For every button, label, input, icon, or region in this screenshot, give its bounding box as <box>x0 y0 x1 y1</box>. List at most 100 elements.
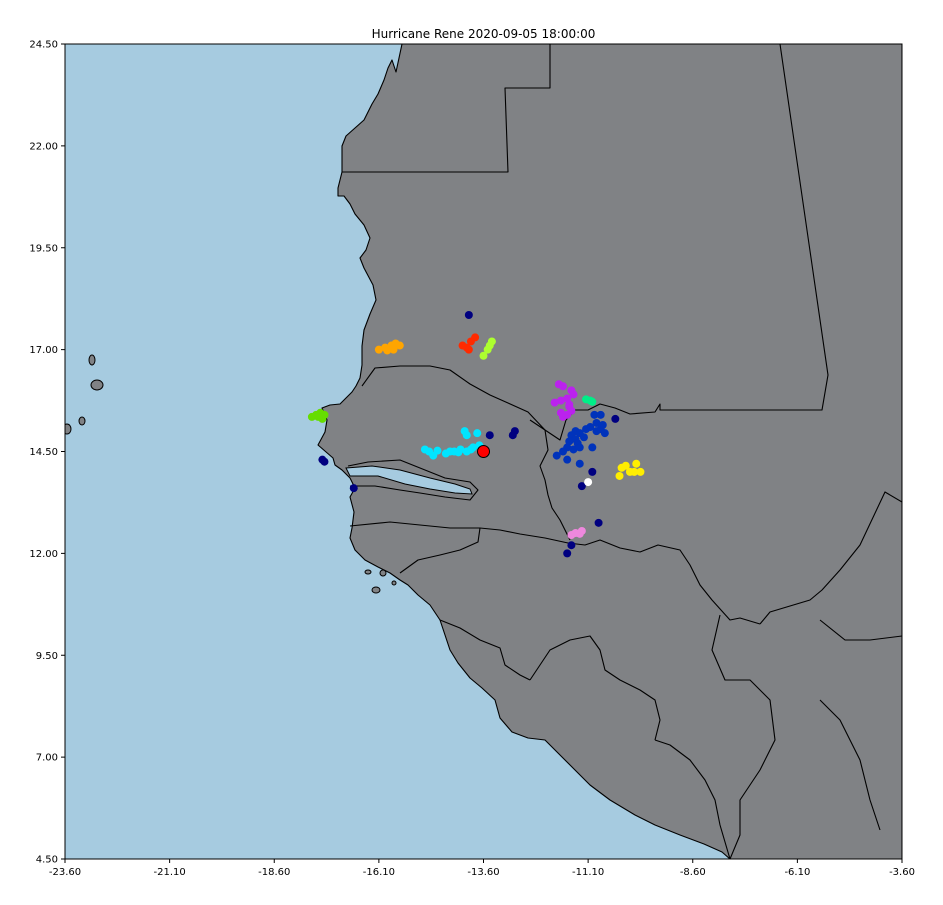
y-axis: 4.50 7.00 9.50 12.00 14.50 17.00 19.50 22.00 24.… <box>29 40 65 866</box>
cluster-10-point <box>615 471 624 480</box>
cluster-3-point <box>594 518 603 527</box>
cluster-10-point <box>632 459 641 468</box>
cluster-5-point <box>446 447 455 456</box>
x-tick-label: -3.60 <box>889 867 915 878</box>
island-sao-vicente <box>88 354 96 366</box>
y-tick-label: 9.50 <box>36 651 58 662</box>
cluster-5-point <box>429 451 438 460</box>
island-bissagos-4 <box>391 580 397 586</box>
cluster-5-point <box>473 429 482 438</box>
mainland <box>317 44 902 859</box>
cluster-10-point <box>630 467 639 476</box>
cluster-6-point <box>556 408 565 417</box>
y-tick-label: 12.00 <box>29 549 58 560</box>
border-guinea-liberia <box>529 635 661 741</box>
cluster-8-point <box>592 418 601 427</box>
cluster-3-point <box>349 484 358 493</box>
x-axis: -23.60 -21.10 -18.60 -16.10 -13.60 -11.10 -8.6… <box>49 859 915 878</box>
cluster-3-point <box>318 455 327 464</box>
island-bissagos-3 <box>364 569 372 575</box>
cluster-10-point <box>636 467 645 476</box>
gambia-river <box>345 465 473 495</box>
cluster-8-point <box>563 455 572 464</box>
chart-title: Hurricane Rene 2020-09-05 18:00:00 <box>371 27 596 41</box>
cluster-4-point <box>320 410 329 419</box>
border-senegal-mali <box>539 429 571 541</box>
y-tick-label: 4.50 <box>36 855 58 866</box>
cluster-0-point <box>374 345 383 354</box>
cluster-5-point <box>454 448 463 457</box>
y-tick-label: 22.00 <box>29 141 58 152</box>
cluster-1-point <box>466 337 475 346</box>
cluster-6-point <box>559 382 568 391</box>
cluster-7-point <box>582 395 591 404</box>
cluster-3-point <box>563 549 572 558</box>
cluster-11-point <box>575 529 584 538</box>
y-tick-label: 19.50 <box>29 243 58 254</box>
border-burkina-ghana <box>819 619 902 641</box>
cluster-3-point <box>588 467 597 476</box>
x-tick-label: -8.60 <box>680 867 706 878</box>
cluster-3-point <box>508 431 517 440</box>
cluster-5-point <box>466 445 475 454</box>
y-tick-label: 17.00 <box>29 345 58 356</box>
cluster-3-point <box>611 414 620 423</box>
cluster-8-point <box>592 427 601 436</box>
cluster-6-point <box>550 398 559 407</box>
cluster-6-point <box>569 390 578 399</box>
cluster-4-point <box>314 412 323 421</box>
cluster-8-point <box>552 451 561 460</box>
x-tick-label: -16.10 <box>363 867 395 878</box>
cluster-8-point <box>590 410 599 419</box>
cluster-6-point <box>565 400 574 409</box>
land-layer <box>65 44 902 859</box>
cluster-0-point <box>395 341 404 350</box>
x-tick-label: -21.10 <box>154 867 186 878</box>
cluster-3-point <box>567 541 576 550</box>
border-mauritania-mali-east <box>529 44 829 441</box>
cluster-0-point <box>383 346 392 355</box>
cluster-9-point <box>584 478 593 487</box>
cluster-6-point <box>556 396 565 405</box>
cluster-3-point <box>485 431 494 440</box>
x-tick-label: -23.60 <box>49 867 81 878</box>
island-boa-vista <box>65 423 72 435</box>
cluster-8-point <box>575 443 584 452</box>
y-tick-label: 24.50 <box>29 40 58 51</box>
island-bissagos-1 <box>371 586 381 594</box>
border-guinea-sierra-leone <box>439 619 531 681</box>
island-bissagos-2 <box>379 569 387 577</box>
cluster-8-point <box>575 459 584 468</box>
storm-center-marker <box>477 445 490 458</box>
cluster-1-point <box>458 341 467 350</box>
island-sal <box>78 416 86 426</box>
cluster-3-point <box>577 482 586 491</box>
cluster-5-point <box>460 427 469 436</box>
cluster-8-point <box>569 445 578 454</box>
cluster-1-point <box>464 345 473 354</box>
x-tick-label: -11.10 <box>572 867 604 878</box>
cluster-8-point <box>596 410 605 419</box>
cluster-2-point <box>483 345 492 354</box>
x-tick-label: -13.60 <box>467 867 499 878</box>
country-borders <box>342 44 902 859</box>
y-tick-label: 7.00 <box>36 753 58 764</box>
cluster-2-point <box>479 351 488 360</box>
border-ghana-ivory-coast <box>819 699 881 831</box>
cluster-8-point <box>582 425 591 434</box>
x-tick-label: -6.10 <box>784 867 810 878</box>
border-gambia <box>347 459 479 501</box>
border-senegal-mauritania <box>361 365 546 431</box>
cluster-3-point <box>464 310 473 319</box>
border-mali-burkina <box>759 491 902 625</box>
cluster-10-point <box>617 463 626 472</box>
cluster-6-point <box>563 394 572 403</box>
x-tick-label: -18.60 <box>258 867 290 878</box>
y-tick-label: 14.50 <box>29 447 58 458</box>
cluster-0-point <box>389 345 398 354</box>
island-santo-antao <box>90 379 104 391</box>
cluster-8-point <box>588 443 597 452</box>
border-liberia-ivory-coast <box>654 739 731 859</box>
points-layer <box>307 310 645 558</box>
